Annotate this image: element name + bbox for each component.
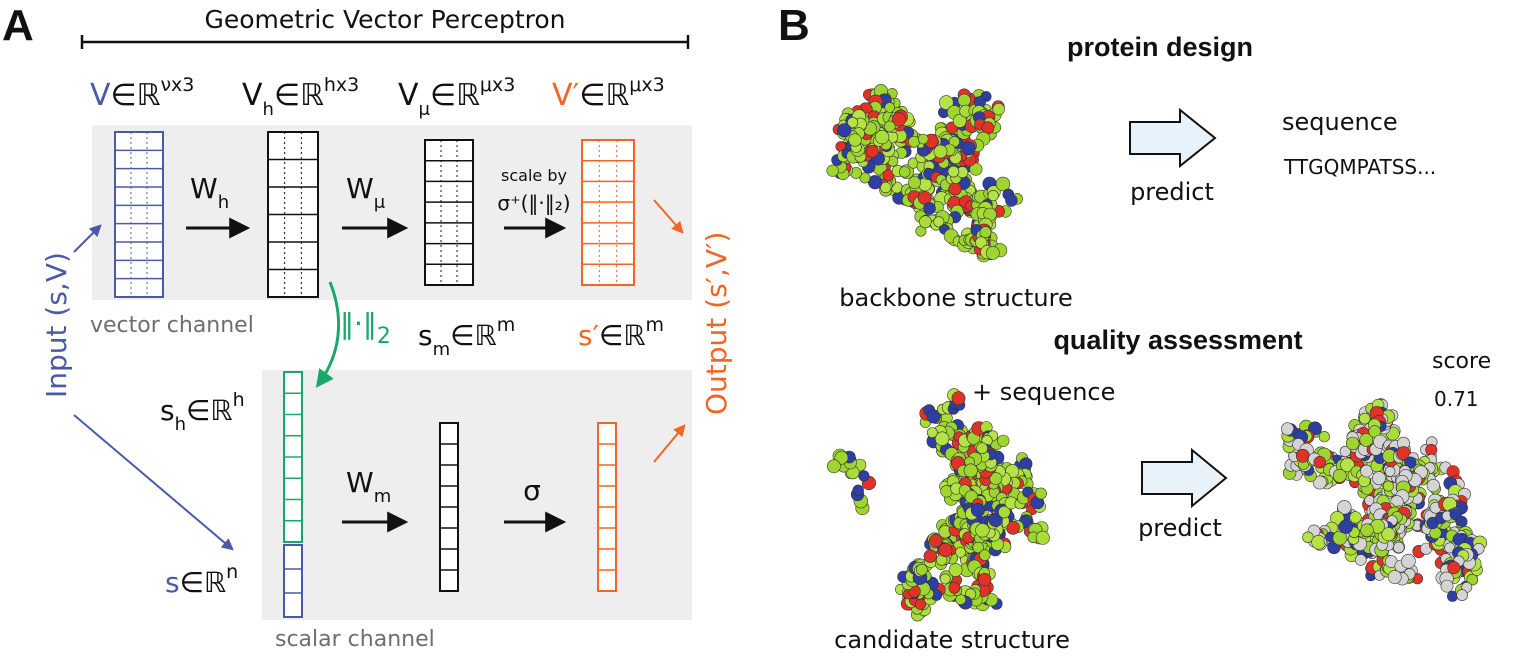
- column-sm: [439, 422, 459, 592]
- wh-label: Wh: [190, 172, 229, 213]
- matrix-vh: [267, 131, 319, 298]
- vec-vprime-label: V′∈ℝμx3: [552, 74, 665, 113]
- sequence-value: TTGQMPATSS...: [1283, 155, 1436, 179]
- input-label: Input (s,V): [40, 252, 73, 398]
- sh-label: sh∈ℝh: [160, 389, 245, 435]
- sequence-label: sequence: [1282, 108, 1398, 136]
- panel-b-letter: B: [778, 1, 810, 50]
- predict-label-1: predict: [1130, 178, 1214, 206]
- backbone-structure-image: [826, 84, 1023, 263]
- matrix-v: [114, 131, 164, 298]
- scalar-channel-bg: [262, 370, 692, 620]
- gvp-title: Geometric Vector Perceptron: [204, 5, 565, 34]
- predict-label-2: predict: [1138, 514, 1222, 542]
- score-value: 0.71: [1434, 387, 1479, 411]
- vec-vh-label: Vh∈ℝhx3: [242, 74, 359, 120]
- norm-arrow: [315, 281, 341, 388]
- scale-by-label: scale by: [501, 166, 567, 185]
- scale-fn-label: σ⁺(‖·‖₂): [497, 191, 570, 215]
- column-sprime: [597, 422, 617, 592]
- sprime-label: s′∈ℝm: [578, 314, 664, 352]
- column-sh: [283, 371, 303, 543]
- predict-arrow-2: [1141, 447, 1228, 509]
- sm-label: sm∈ℝm: [418, 314, 515, 360]
- matrix-vprime: [581, 139, 635, 286]
- scored-structure-image: [1281, 398, 1488, 602]
- output-arrow-scalar: [653, 424, 686, 463]
- sigma-label: σ: [523, 474, 541, 507]
- plus-sequence-label: + sequence: [972, 378, 1115, 406]
- candidate-structure-label: candidate structure: [834, 626, 1070, 654]
- panel-a-letter: A: [2, 1, 34, 50]
- quality-assessment-heading: quality assessment: [1053, 325, 1302, 355]
- column-s: [283, 544, 303, 618]
- backbone-structure-label: backbone structure: [839, 284, 1072, 312]
- input-arrow-scalar: [73, 414, 234, 551]
- matrix-vmu: [424, 139, 474, 286]
- vec-v-label: V∈ℝνx3: [90, 74, 194, 113]
- input-arrow-vector: [73, 224, 102, 253]
- predict-arrow-1: [1129, 107, 1217, 169]
- wmu-label: Wμ: [346, 172, 386, 213]
- output-label: Output (s′,V′): [700, 232, 733, 415]
- vector-channel-label: vector channel: [90, 313, 254, 338]
- vec-vmu-label: Vμ∈ℝμx3: [398, 74, 515, 120]
- wm-label: Wm: [346, 466, 391, 507]
- scalar-channel-label: scalar channel: [275, 627, 435, 652]
- candidate-structure-image: [827, 388, 1050, 622]
- s-label: s∈ℝn: [165, 561, 238, 599]
- title-bracket: [80, 35, 690, 49]
- output-arrow-vector: [653, 199, 684, 234]
- protein-design-heading: protein design: [1067, 32, 1253, 62]
- norm-label: ‖·‖2: [340, 307, 391, 349]
- score-label: score: [1432, 349, 1491, 374]
